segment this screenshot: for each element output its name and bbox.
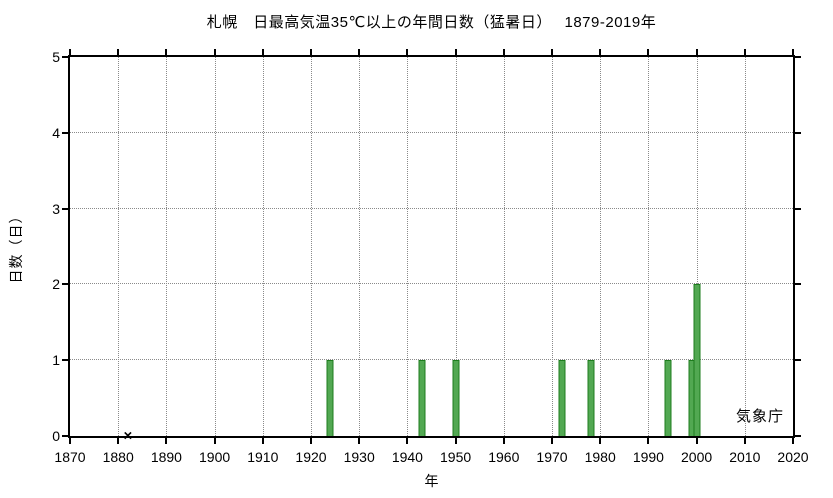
x-axis-title: 年 xyxy=(424,473,439,489)
y-tick-left-3 xyxy=(62,207,68,210)
x-tick-top-2020 xyxy=(792,49,794,55)
y-tick-label-5: 5 xyxy=(52,49,60,65)
x-tick-label-1950: 1950 xyxy=(440,449,472,465)
x-gridline-1920 xyxy=(311,57,312,436)
x-gridline-1960 xyxy=(503,57,505,436)
x-tick-bottom-1950 xyxy=(454,438,457,444)
y-tick-right-5 xyxy=(795,56,801,58)
y-tick-left-0 xyxy=(62,435,68,437)
x-gridline-1890 xyxy=(166,57,168,436)
x-gridline-1990 xyxy=(648,57,650,436)
bar-1972 xyxy=(558,360,566,436)
x-tick-top-1980 xyxy=(599,49,602,55)
x-tick-label-1920: 1920 xyxy=(295,449,327,465)
y-tick-label-1: 1 xyxy=(52,352,60,369)
bar-1943 xyxy=(418,360,426,436)
x-tick-top-1900 xyxy=(213,49,216,55)
x-tick-bottom-1920 xyxy=(310,438,312,444)
x-tick-top-1880 xyxy=(117,49,120,55)
x-gridline-1910 xyxy=(262,57,264,436)
x-tick-bottom-1940 xyxy=(406,438,409,444)
bar-1978 xyxy=(587,360,595,436)
x-tick-label-2000: 2000 xyxy=(681,449,713,465)
x-tick-bottom-1960 xyxy=(502,438,505,444)
x-tick-top-2010 xyxy=(743,49,746,55)
x-tick-top-1870 xyxy=(69,49,71,55)
x-tick-label-1930: 1930 xyxy=(343,449,375,465)
y-tick-label-4: 4 xyxy=(52,124,60,141)
y-tick-right-1 xyxy=(795,359,801,362)
x-tick-label-1990: 1990 xyxy=(632,449,664,465)
y-tick-left-2 xyxy=(62,283,68,286)
x-tick-top-2000 xyxy=(695,49,698,55)
x-tick-label-1870: 1870 xyxy=(54,449,86,465)
x-tick-label-1890: 1890 xyxy=(150,449,182,465)
x-tick-bottom-1870 xyxy=(69,438,71,444)
y-tick-left-1 xyxy=(62,359,68,362)
x-gridline-1950 xyxy=(455,57,457,436)
y-tick-left-5 xyxy=(62,56,68,58)
y-gridline-1 xyxy=(70,359,793,361)
x-tick-bottom-2000 xyxy=(695,438,698,444)
plot-area: × 気象庁 1870 1880 1890 1900 1910 1920 1930 1940 19… xyxy=(52,49,809,465)
bar-2000 xyxy=(693,284,701,436)
bar-1924 xyxy=(326,360,334,436)
x-tick-label-1960: 1960 xyxy=(488,449,520,465)
x-tick-top-1990 xyxy=(647,49,650,55)
missing-data-marker: × xyxy=(123,427,133,445)
x-tick-bottom-1890 xyxy=(165,438,168,444)
x-tick-label-1970: 1970 xyxy=(536,449,568,465)
x-gridline-1930 xyxy=(359,57,361,436)
x-gridline-1900 xyxy=(214,57,216,436)
y-tick-left-4 xyxy=(62,131,68,134)
y-tick-label-0: 0 xyxy=(52,428,60,444)
y-gridline-4 xyxy=(70,131,793,133)
x-tick-label-1880: 1880 xyxy=(102,449,134,465)
x-tick-label-2020: 2020 xyxy=(777,449,809,465)
x-tick-label-1980: 1980 xyxy=(584,449,616,465)
x-gridline-1880 xyxy=(118,57,120,436)
x-tick-top-1930 xyxy=(358,49,361,55)
x-tick-bottom-1910 xyxy=(261,438,264,444)
agency-credit: 気象庁 xyxy=(735,408,784,425)
x-tick-bottom-1970 xyxy=(551,438,553,444)
x-tick-bottom-1990 xyxy=(647,438,650,444)
y-tick-right-2 xyxy=(795,283,801,286)
x-tick-bottom-1930 xyxy=(358,438,361,444)
y-tick-right-0 xyxy=(795,435,801,437)
x-tick-top-1950 xyxy=(454,49,457,55)
y-gridline-3 xyxy=(70,207,793,209)
chart-title: 札幌 日最高気温35℃以上の年間日数（猛暑日） 1879-2019年 xyxy=(206,14,657,31)
x-tick-label-1900: 1900 xyxy=(199,449,231,465)
y-axis-title: 日数（日） xyxy=(8,208,24,284)
y-gridline-2 xyxy=(70,283,793,285)
y-tick-right-4 xyxy=(795,131,801,134)
bar-1950 xyxy=(452,360,460,436)
x-gridline-2000 xyxy=(696,57,698,436)
x-tick-label-1910: 1910 xyxy=(247,449,279,465)
x-gridline-1940 xyxy=(407,57,409,436)
x-tick-top-1890 xyxy=(165,49,168,55)
x-tick-top-1940 xyxy=(406,49,409,55)
x-tick-bottom-2020 xyxy=(792,438,794,444)
x-tick-label-2010: 2010 xyxy=(729,449,761,465)
x-tick-bottom-1880 xyxy=(117,438,120,444)
x-tick-bottom-1980 xyxy=(599,438,602,444)
bar-1994 xyxy=(664,360,672,436)
x-tick-label-1940: 1940 xyxy=(391,449,423,465)
x-tick-bottom-2010 xyxy=(743,438,746,444)
x-tick-top-1960 xyxy=(502,49,505,55)
x-tick-bottom-1900 xyxy=(213,438,216,444)
x-tick-top-1970 xyxy=(551,49,553,55)
x-gridline-1970 xyxy=(552,57,553,436)
x-tick-top-1920 xyxy=(310,49,312,55)
x-gridline-1980 xyxy=(600,57,602,436)
x-tick-top-1910 xyxy=(261,49,264,55)
y-tick-right-3 xyxy=(795,207,801,210)
y-tick-label-2: 2 xyxy=(52,276,60,293)
x-gridline-2010 xyxy=(744,57,746,436)
y-tick-label-3: 3 xyxy=(52,200,60,217)
